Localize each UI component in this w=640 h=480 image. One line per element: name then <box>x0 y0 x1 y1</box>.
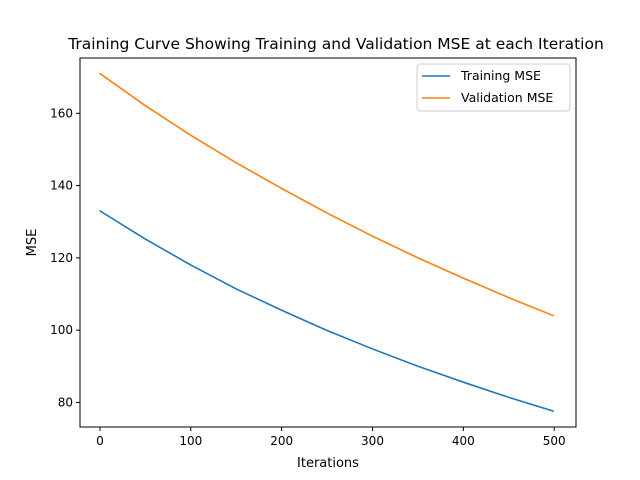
legend: Training MSE Validation MSE <box>416 63 571 112</box>
x-tick-label: 300 <box>361 434 384 448</box>
x-tick-label: 500 <box>543 434 566 448</box>
y-tick-label: 120 <box>50 251 73 265</box>
legend-label: Validation MSE <box>461 90 553 105</box>
y-tick-label: 160 <box>50 106 73 120</box>
x-tick-label: 200 <box>270 434 293 448</box>
x-tick-label: 0 <box>96 434 104 448</box>
x-tick-label: 100 <box>179 434 202 448</box>
legend-label: Training MSE <box>460 68 541 83</box>
chart-title: Training Curve Showing Training and Vali… <box>67 35 604 53</box>
y-axis-label: MSE <box>25 229 40 257</box>
y-tick-label: 100 <box>50 323 73 337</box>
y-tick-label: 140 <box>50 179 73 193</box>
legend-box <box>416 63 571 112</box>
plot-background <box>80 58 576 427</box>
y-tick-label: 80 <box>58 395 73 409</box>
series-line-1 <box>99 210 555 412</box>
x-axis-label: Iterations <box>297 456 359 471</box>
plot-area <box>80 58 576 427</box>
x-tick-label: 400 <box>452 434 475 448</box>
axes-frame <box>79 57 577 428</box>
axis-ticks: 0 100 200 300 400 500 80 100 120 140 160 <box>50 106 566 448</box>
series-lines <box>99 72 555 412</box>
series-line-2 <box>99 72 555 317</box>
